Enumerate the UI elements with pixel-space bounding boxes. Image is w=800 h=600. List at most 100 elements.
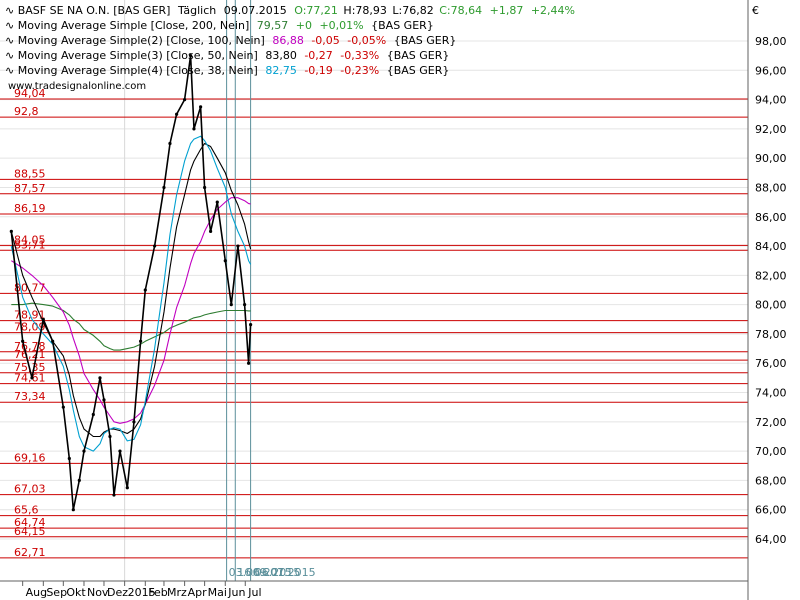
level-label: 76,21 bbox=[14, 348, 46, 361]
y-tick-label: 98,00 bbox=[755, 35, 787, 48]
header-high: H:78,93 bbox=[343, 4, 386, 17]
indicator-value: 82,75 bbox=[265, 64, 297, 77]
wave-icon: ∿ bbox=[5, 64, 14, 77]
header-close: C:78,64 bbox=[439, 4, 482, 17]
price-point bbox=[162, 185, 166, 190]
x-tick-label: Feb bbox=[148, 586, 167, 599]
price-point bbox=[132, 420, 136, 424]
x-tick-label: Jul bbox=[247, 586, 261, 599]
y-tick-label: 88,00 bbox=[755, 181, 787, 194]
price-point bbox=[236, 244, 240, 248]
price-point bbox=[229, 303, 233, 307]
x-tick-label: 2015 bbox=[128, 586, 156, 599]
currency-label: € bbox=[752, 4, 759, 17]
level-label: 64,74 bbox=[14, 516, 46, 529]
price-point bbox=[139, 339, 143, 343]
level-label: 62,71 bbox=[14, 546, 46, 559]
y-tick-label: 78,00 bbox=[755, 328, 787, 341]
y-tick-label: 90,00 bbox=[755, 152, 787, 165]
price-point bbox=[223, 259, 227, 263]
level-label: 84,05 bbox=[14, 233, 46, 246]
price-point bbox=[108, 434, 112, 439]
price-point bbox=[175, 112, 179, 116]
indicator-change: -0,19 bbox=[304, 64, 332, 77]
y-tick-label: 64,00 bbox=[755, 533, 787, 546]
indicator-line: ∿ Moving Average Simple(3) [Close, 50, N… bbox=[5, 49, 449, 62]
header-open: O:77,21 bbox=[294, 4, 338, 17]
price-point bbox=[30, 376, 34, 380]
grid-layer bbox=[0, 0, 748, 581]
date-marker-label: 09.07.2015 bbox=[253, 566, 316, 579]
price-point bbox=[192, 127, 196, 131]
y-tick-label: 92,00 bbox=[755, 123, 787, 136]
y-tick-label: 68,00 bbox=[755, 474, 787, 487]
level-label: 73,34 bbox=[14, 390, 46, 403]
indicator-suffix: {BAS GER} bbox=[371, 19, 434, 32]
header-symbol-icon: ∿ bbox=[5, 4, 14, 17]
price-point bbox=[21, 339, 25, 343]
price-point bbox=[153, 244, 157, 248]
y-tick-label: 86,00 bbox=[755, 211, 787, 224]
indicator-value: 83,80 bbox=[265, 49, 297, 62]
indicator-label: Moving Average Simple(2) [Close, 100, Ne… bbox=[18, 34, 265, 47]
price-point bbox=[168, 141, 172, 146]
y-tick-label: 72,00 bbox=[755, 416, 787, 429]
x-tick-label: Mrz bbox=[167, 586, 187, 599]
y-tick-label: 82,00 bbox=[755, 269, 787, 282]
legend: ∿ BASF SE NA O.N. [BAS GER] Täglich 09.0… bbox=[5, 4, 575, 92]
date-marker-label: 03.06.2015 bbox=[229, 566, 292, 579]
wave-icon: ∿ bbox=[5, 49, 14, 62]
level-label: 69,16 bbox=[14, 451, 46, 464]
indicator-change: -0,27 bbox=[304, 49, 332, 62]
indicator-label: Moving Average Simple(3) [Close, 50, Nei… bbox=[18, 49, 258, 62]
header-line: ∿ BASF SE NA O.N. [BAS GER] Täglich 09.0… bbox=[5, 4, 575, 17]
level-label: 83,71 bbox=[14, 238, 46, 251]
wave-icon: ∿ bbox=[5, 19, 14, 32]
moving-average-line bbox=[10, 142, 252, 438]
indicator-pct: -0,05% bbox=[347, 34, 386, 47]
indicator-pct: -0,33% bbox=[340, 49, 379, 62]
y-tick-label: 66,00 bbox=[755, 504, 787, 517]
indicator-line: ∿ Moving Average Simple [Close, 200, Nei… bbox=[5, 19, 434, 32]
level-label: 67,03 bbox=[14, 483, 46, 496]
header-symbol: BASF SE NA O.N. [BAS GER] bbox=[18, 4, 171, 17]
header-low: L:76,82 bbox=[392, 4, 433, 17]
indicator-suffix: {BAS GER} bbox=[387, 64, 450, 77]
indicator-change: -0,05 bbox=[311, 34, 339, 47]
level-label: 88,55 bbox=[14, 167, 46, 180]
price-point bbox=[183, 97, 187, 102]
level-label: 74,61 bbox=[14, 372, 46, 385]
indicator-pct: -0,23% bbox=[340, 64, 379, 77]
x-tick-label: Dez bbox=[107, 586, 128, 599]
price-point bbox=[215, 200, 219, 204]
price-point bbox=[77, 478, 81, 483]
level-label: 92,8 bbox=[14, 105, 39, 118]
price-point bbox=[189, 54, 193, 58]
indicator-label: Moving Average Simple(4) [Close, 38, Nei… bbox=[18, 64, 258, 77]
indicator-value: 79,57 bbox=[257, 19, 289, 32]
price-point bbox=[203, 185, 207, 190]
x-tick-label: Nov bbox=[87, 586, 109, 599]
level-label: 65,6 bbox=[14, 504, 39, 517]
series-layer bbox=[9, 54, 253, 512]
wave-icon: ∿ bbox=[5, 34, 14, 47]
y-tick-label: 94,00 bbox=[755, 94, 787, 107]
price-point bbox=[112, 493, 116, 497]
header-interval: Täglich bbox=[177, 4, 216, 17]
x-tick-label: Mai bbox=[208, 586, 227, 599]
price-point bbox=[118, 449, 122, 453]
moving-average-line bbox=[10, 135, 252, 452]
header-date: 09.07.2015 bbox=[224, 4, 287, 17]
price-point bbox=[102, 398, 106, 402]
price-point bbox=[9, 229, 13, 234]
price-point bbox=[209, 229, 213, 234]
price-point bbox=[41, 317, 45, 321]
x-tick-label: Okt bbox=[66, 586, 86, 599]
x-tick-label: Sep bbox=[46, 586, 67, 599]
y-tick-label: 96,00 bbox=[755, 64, 787, 77]
indicator-line: ∿ Moving Average Simple(4) [Close, 38, N… bbox=[5, 64, 449, 77]
moving-average-line bbox=[11, 197, 251, 424]
